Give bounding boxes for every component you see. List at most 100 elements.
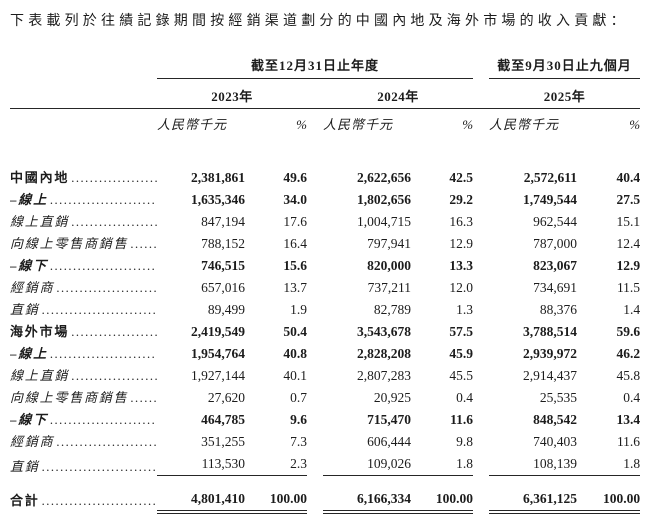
pct-2025: 1.4 bbox=[623, 301, 641, 317]
column-gap bbox=[473, 362, 489, 384]
row-label: 直銷 bbox=[10, 459, 40, 475]
header-year-row: 2023年 2024年 2025年 bbox=[10, 78, 641, 109]
dot-leader bbox=[130, 237, 157, 252]
amount-2023: 1,635,346 bbox=[191, 191, 245, 207]
pct-2025: 11.6 bbox=[616, 433, 641, 449]
pct-2025: 100.00 bbox=[577, 475, 641, 514]
pct-2023: 1.9 bbox=[290, 301, 307, 317]
column-gap bbox=[473, 274, 489, 296]
row-label: 中國內地 bbox=[10, 169, 70, 185]
dot-leader bbox=[56, 435, 157, 450]
pct-2023: 13.7 bbox=[283, 279, 307, 295]
column-gap bbox=[473, 318, 489, 340]
header-year-2023: 2023年 bbox=[157, 78, 307, 109]
amount-2023: 89,499 bbox=[207, 301, 245, 317]
row-cn-online-retailers: 向線上零售商銷售 788,152 16.4 797,941 12.9 787,0… bbox=[10, 230, 640, 252]
row-os-online-direct: 線上直銷 1,927,144 40.1 2,807,283 45.5 2,914… bbox=[10, 362, 640, 384]
pct-2024: 12.0 bbox=[449, 279, 474, 295]
pct-2025: 13.4 bbox=[616, 411, 641, 427]
row-label: 經銷商 bbox=[10, 279, 55, 295]
column-gap bbox=[307, 406, 323, 428]
pct-2025: 27.5 bbox=[616, 191, 641, 207]
pct-2024: 13.3 bbox=[449, 257, 474, 273]
row-label: 線上直銷 bbox=[10, 367, 70, 383]
row-total: 合計 4,801,410 100.00 6,166,334 100.00 6,3… bbox=[10, 475, 641, 514]
pct-2024: 1.8 bbox=[411, 449, 474, 476]
dot-leader bbox=[71, 171, 157, 186]
dot-leader bbox=[50, 347, 157, 362]
amount-2024: 715,470 bbox=[367, 411, 411, 427]
amount-2023: 1,954,764 bbox=[191, 345, 245, 361]
column-gap bbox=[473, 208, 489, 230]
header-spacer bbox=[10, 108, 157, 150]
row-label: –線下 bbox=[10, 411, 48, 427]
column-gap bbox=[473, 150, 489, 186]
column-gap bbox=[307, 296, 323, 318]
amount-2025: 2,914,437 bbox=[523, 367, 578, 383]
pct-2024: 42.5 bbox=[449, 169, 474, 185]
amount-2023: 1,927,144 bbox=[191, 367, 245, 383]
column-gap bbox=[473, 450, 489, 476]
amount-2024: 20,925 bbox=[373, 389, 411, 405]
row-label: 直銷 bbox=[10, 301, 40, 317]
column-gap bbox=[473, 384, 489, 406]
pct-2025: 12.9 bbox=[616, 257, 641, 273]
header-year-2024: 2024年 bbox=[323, 78, 474, 109]
pct-2024: 0.4 bbox=[456, 389, 474, 405]
pct-2024: 1.3 bbox=[456, 301, 474, 317]
amount-2025: 848,542 bbox=[533, 411, 578, 427]
column-gap bbox=[307, 186, 323, 208]
pct-2023: 50.4 bbox=[283, 323, 307, 339]
unit-label-2025: 人民幣千元 bbox=[489, 116, 560, 132]
row-cn-online: –線上 1,635,346 34.0 1,802,656 29.2 1,749,… bbox=[10, 186, 640, 208]
amount-2023: 2,381,861 bbox=[191, 169, 245, 185]
column-gap bbox=[307, 108, 323, 150]
pct-2024: 12.9 bbox=[449, 235, 474, 251]
header-year-2025: 2025年 bbox=[489, 78, 641, 109]
row-os-direct: 直銷 113,530 2.3 109,026 1.8 108,139 1.8 bbox=[10, 449, 641, 476]
pct-2025: 40.4 bbox=[616, 169, 641, 185]
pct-2023: 34.0 bbox=[283, 191, 307, 207]
pct-2023: 49.6 bbox=[283, 169, 307, 185]
row-os-offline: –線下 464,785 9.6 715,470 11.6 848,542 13.… bbox=[10, 406, 640, 428]
column-gap bbox=[473, 78, 490, 109]
row-label: 海外市場 bbox=[10, 323, 70, 339]
page-title: 下表載列於往績記錄期間按經銷渠道劃分的中國內地及海外市場的收入貢獻： bbox=[10, 14, 629, 29]
amount-2024: 2,828,208 bbox=[357, 345, 411, 361]
column-gap bbox=[307, 208, 323, 230]
row-label: 合計 bbox=[10, 492, 40, 508]
amount-2023: 2,419,549 bbox=[191, 323, 245, 339]
amount-2025: 823,067 bbox=[533, 257, 578, 273]
row-label: 經銷商 bbox=[10, 433, 55, 449]
pct-2025: 46.2 bbox=[616, 345, 641, 361]
amount-2025: 88,376 bbox=[539, 301, 578, 317]
row-cn-offline: –線下 746,515 15.6 820,000 13.3 823,067 12… bbox=[10, 252, 640, 274]
pct-2023: 2.3 bbox=[245, 449, 307, 476]
column-gap bbox=[473, 108, 489, 150]
pct-2023: 100.00 bbox=[245, 475, 307, 514]
dot-leader bbox=[50, 413, 157, 428]
header-unit-row: 人民幣千元 % 人民幣千元 % 人民幣千元 % bbox=[10, 108, 640, 150]
pct-2023: 0.7 bbox=[290, 389, 307, 405]
pct-2024: 9.8 bbox=[456, 433, 474, 449]
pct-2025: 12.4 bbox=[616, 235, 641, 251]
pct-2025: 15.1 bbox=[616, 213, 641, 229]
amount-2023: 27,620 bbox=[207, 389, 245, 405]
column-gap bbox=[307, 78, 323, 109]
column-gap bbox=[473, 475, 489, 512]
percent-label-2025: % bbox=[629, 116, 641, 132]
row-os-online-retailers: 向線上零售商銷售 27,620 0.7 20,925 0.4 25,535 0.… bbox=[10, 384, 640, 406]
amount-2025: 2,939,972 bbox=[523, 345, 578, 361]
dot-leader bbox=[42, 460, 157, 475]
amount-2024: 3,543,678 bbox=[357, 323, 411, 339]
row-overseas-markets: 海外市場 2,419,549 50.4 3,543,678 57.5 3,788… bbox=[10, 318, 640, 340]
column-gap bbox=[307, 475, 323, 512]
header-period-row: 截至12月31日止年度 截至9月30日止九個月 bbox=[10, 54, 641, 79]
row-label: –線上 bbox=[10, 345, 48, 361]
dot-leader bbox=[42, 303, 157, 318]
column-gap bbox=[307, 274, 323, 296]
header-period-interim: 截至9月30日止九個月 bbox=[489, 54, 641, 79]
column-gap bbox=[473, 296, 489, 318]
amount-2025: 740,403 bbox=[533, 433, 578, 449]
row-cn-distributors: 經銷商 657,016 13.7 737,211 12.0 734,691 11… bbox=[10, 274, 640, 296]
